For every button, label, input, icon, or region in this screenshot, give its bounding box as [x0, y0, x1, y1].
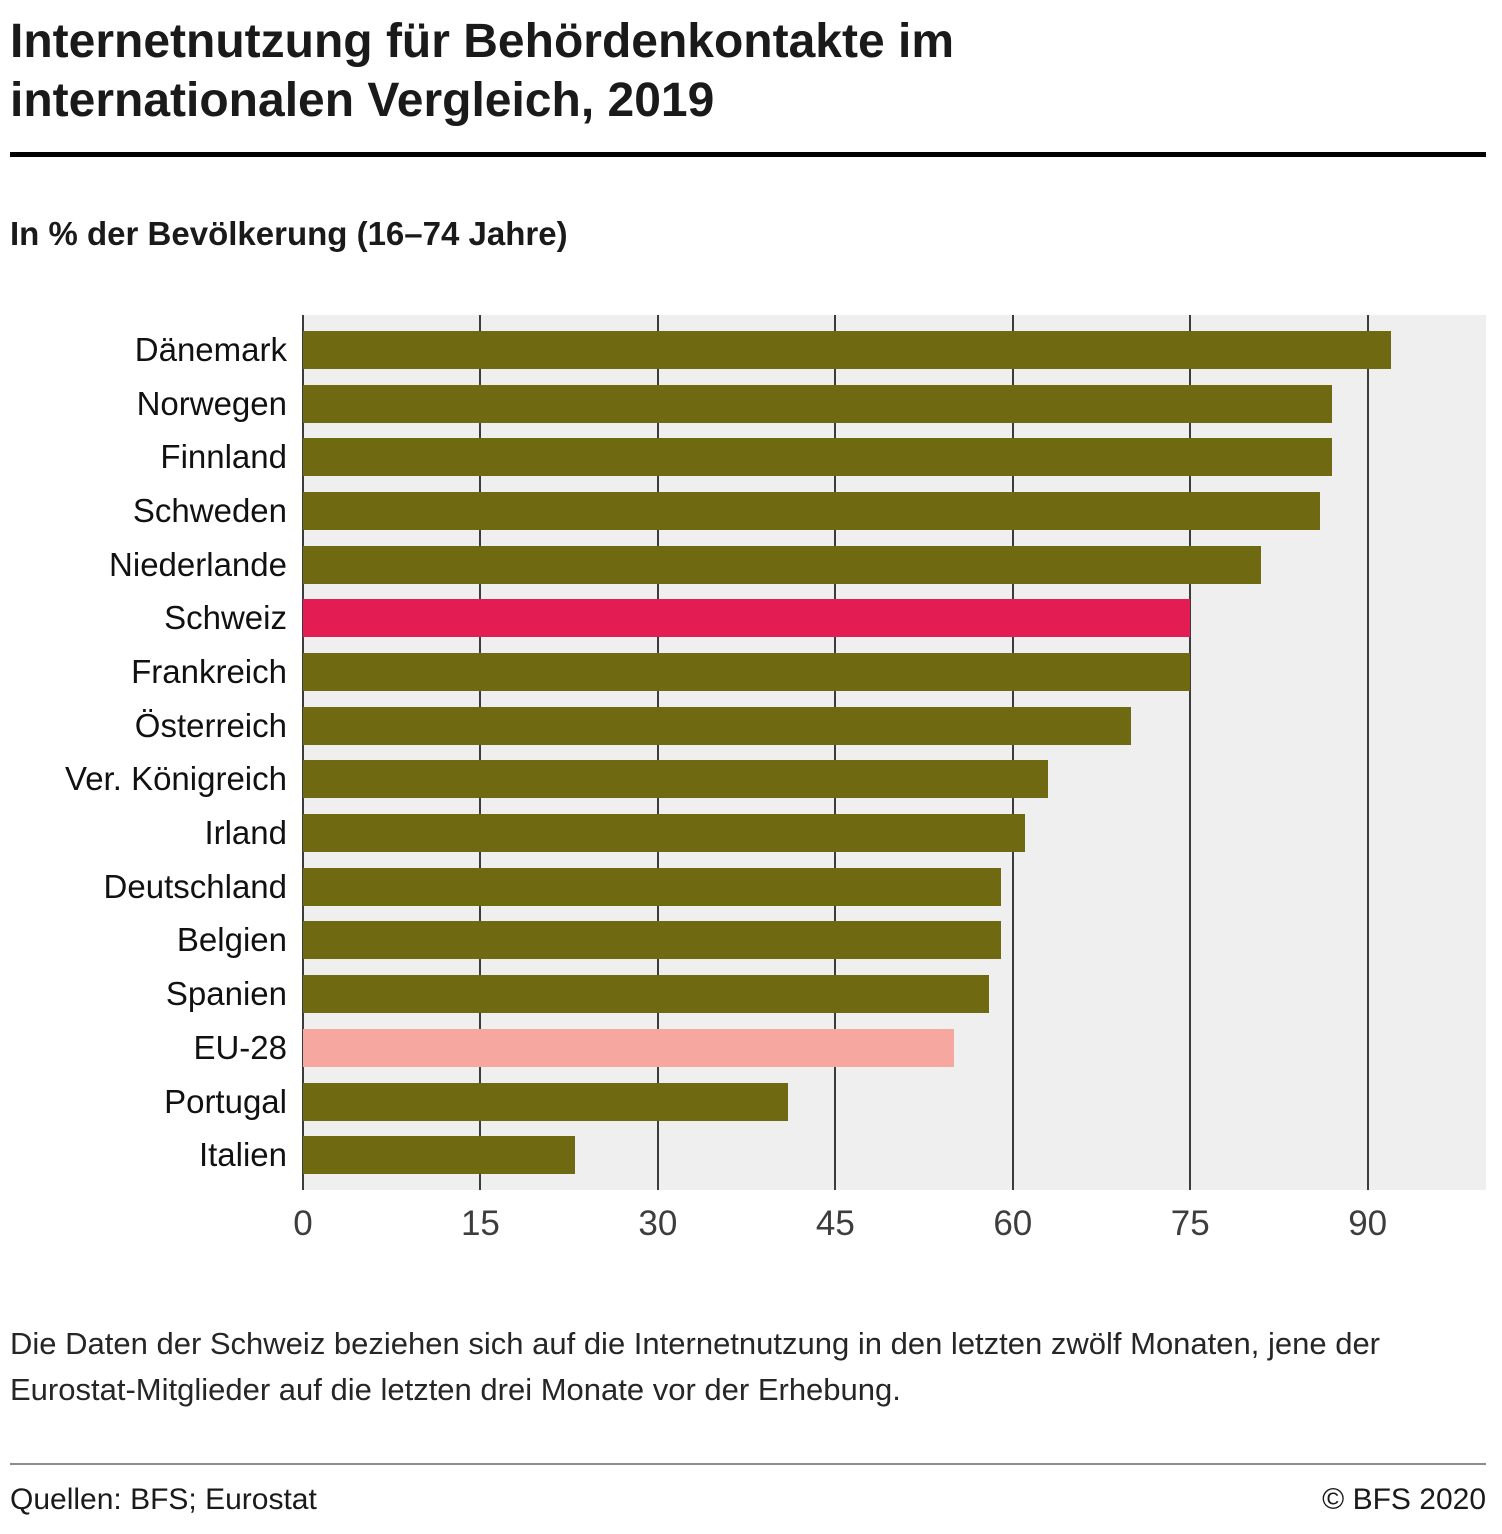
x-tick-label: 15	[460, 1204, 500, 1244]
bar	[303, 760, 1049, 799]
bar	[303, 653, 1191, 692]
gridline	[302, 315, 304, 1191]
category-labels-column: Dänemark Norwegen Finnland Schweden Niederla…	[10, 315, 303, 1190]
footnote: Die Daten der Schweiz beziehen sich auf …	[10, 1326, 1381, 1407]
bar	[303, 1136, 576, 1175]
bar	[303, 975, 990, 1014]
gridline	[1011, 315, 1014, 1191]
bar-row	[303, 323, 1486, 377]
category-label: Dänemark	[134, 330, 287, 368]
category-label: Finnland	[160, 438, 287, 476]
category-label: Niederlande	[109, 545, 287, 583]
x-tick-label: 45	[815, 1204, 855, 1244]
x-tick-label: 0	[293, 1204, 313, 1244]
bar	[303, 921, 1001, 960]
bar	[303, 706, 1132, 745]
bar-row	[303, 377, 1486, 431]
footer-divider	[10, 1462, 1486, 1465]
gridline	[1366, 315, 1369, 1191]
bar-row	[303, 860, 1486, 914]
x-tick-label: 90	[1348, 1204, 1388, 1244]
category-label: Deutschland	[103, 867, 287, 905]
gridline	[834, 315, 837, 1191]
x-tick-label: 75	[1170, 1204, 1210, 1244]
category-label: Irland	[204, 814, 287, 852]
chart-subtitle: In % der Bevölkerung (16–74 Jahre)	[10, 215, 568, 253]
bar-row	[303, 430, 1486, 484]
category-label: Norwegen	[136, 384, 287, 422]
bar-chart: Dänemark Norwegen Finnland Schweden Niederla…	[10, 315, 1486, 1191]
bar	[303, 1082, 789, 1121]
bar	[303, 384, 1333, 423]
bar-row	[303, 1021, 1486, 1075]
category-label: Schweiz	[164, 599, 287, 637]
gridline	[656, 315, 659, 1191]
bar-row	[303, 484, 1486, 538]
bar	[303, 545, 1262, 584]
category-label: Belgien	[176, 921, 287, 959]
bar-row	[303, 699, 1486, 753]
bar	[303, 438, 1333, 477]
bar	[303, 491, 1321, 530]
category-label: Italien	[198, 1136, 287, 1174]
bar-row	[303, 914, 1486, 968]
bar	[303, 867, 1001, 906]
footer: Quellen: BFS; Eurostat © BFS 2020	[10, 1483, 1486, 1517]
title-divider	[10, 152, 1486, 158]
bar-row	[303, 806, 1486, 860]
category-label: Portugal	[164, 1082, 287, 1120]
gridline	[1189, 315, 1192, 1191]
category-label: Österreich	[134, 706, 287, 744]
bar	[303, 814, 1025, 853]
category-label: Ver. Königreich	[65, 760, 287, 798]
plot-area	[302, 315, 1486, 1191]
bar-row	[303, 753, 1486, 807]
bar-row	[303, 967, 1486, 1021]
bar-row	[303, 1128, 1486, 1182]
gridline	[479, 315, 482, 1191]
bar	[303, 1028, 954, 1067]
x-tick-label: 30	[638, 1204, 678, 1244]
x-tick-label: 60	[993, 1204, 1033, 1244]
sources-label: Quellen: BFS; Eurostat	[10, 1482, 317, 1516]
x-axis: 0 15 30 45 60 75 90	[293, 1204, 1486, 1259]
category-label: Frankreich	[131, 653, 287, 691]
bar	[303, 599, 1191, 638]
copyright-label: © BFS 2020	[1322, 1482, 1486, 1516]
page-title: Internetnutzung für Behördenkontakte im …	[10, 15, 955, 128]
category-label: Schweden	[132, 491, 287, 529]
bar-row	[303, 645, 1486, 699]
bar	[303, 330, 1392, 369]
category-label: Spanien	[165, 975, 287, 1013]
bar-row	[303, 1075, 1486, 1129]
category-label: EU-28	[193, 1028, 287, 1066]
bar-row	[303, 592, 1486, 646]
bar-row	[303, 538, 1486, 592]
